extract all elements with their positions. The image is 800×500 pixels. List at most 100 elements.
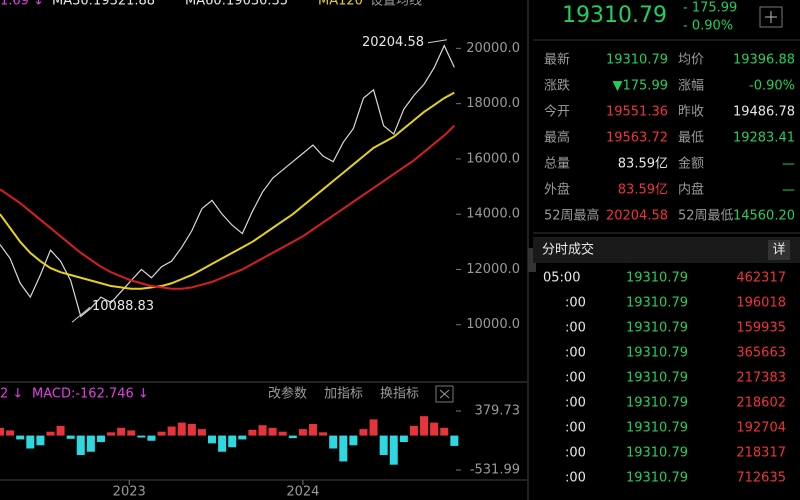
macd-bar [16, 435, 25, 440]
legend-item: MA30:19321.88 [52, 0, 155, 9]
trade-time: :00 [565, 446, 586, 461]
button[interactable]: 加指标 [324, 387, 363, 402]
series-line [0, 91, 455, 290]
macd-bar [248, 429, 257, 436]
add-button[interactable] [759, 6, 783, 28]
quote-label: 52周最高 [544, 208, 600, 224]
macd-bar [288, 435, 297, 439]
quote-value: ▼175.99 [613, 79, 669, 94]
quote-label: 今开 [544, 104, 570, 120]
series-line [0, 44, 455, 318]
trades-header [533, 237, 800, 263]
quote-value: 20204.58 [606, 209, 668, 224]
macd-bar [430, 422, 439, 436]
trade-price: 19310.79 [626, 421, 688, 436]
trade-volume: 462317 [736, 271, 786, 286]
quote-value: 19310.79 [606, 53, 668, 68]
quote-value: 19396.88 [733, 53, 795, 68]
y-tick-label: 16000.0 [466, 151, 520, 166]
quote-label: 总量 [544, 157, 570, 172]
macd-bar [167, 426, 176, 436]
macd-prefix: 2 ↓ [0, 387, 23, 402]
button[interactable]: 换指标 [380, 387, 419, 402]
x-tick-label: 2024 [286, 485, 319, 500]
trade-volume: 218317 [736, 446, 786, 461]
macd-bar [177, 422, 186, 436]
macd-bar [238, 435, 247, 440]
macd-bar [137, 435, 146, 438]
trade-volume: 365663 [736, 346, 786, 361]
quote-label: 金额 [678, 156, 704, 172]
macd-bar [187, 423, 196, 436]
macd-bar [278, 431, 287, 436]
trade-price: 19310.79 [626, 346, 688, 361]
macd-bar [319, 432, 328, 436]
quote-label: 涨跌 [544, 78, 570, 94]
quote-label: 最新 [544, 52, 570, 68]
annotation-arrow [71, 306, 91, 323]
macd-bar [359, 429, 368, 436]
trade-price: 19310.79 [626, 446, 688, 461]
macd-bar [399, 435, 408, 443]
macd-bar [440, 427, 449, 436]
trade-price: 19310.79 [626, 371, 688, 386]
y-tick-label: 20000.0 [466, 41, 520, 56]
macd-bar [268, 427, 277, 436]
quote-value: 83.59亿 [618, 183, 668, 198]
quote-label: 52周最低 [678, 209, 734, 224]
quote-value: 19283.41 [733, 131, 795, 146]
trade-time: :00 [565, 321, 586, 336]
button[interactable]: 改参数 [268, 386, 307, 402]
macd-bar [369, 419, 378, 436]
trades-title: 分时成交 [542, 242, 594, 258]
quote-label: 均价 [678, 53, 704, 68]
collapse-handle[interactable] [528, 248, 536, 272]
annotation: 10088.83 [92, 299, 154, 314]
quote-value: — [782, 157, 795, 172]
macd-bar [66, 435, 75, 439]
macd-bar [76, 435, 85, 455]
trade-volume: 196018 [736, 296, 786, 311]
macd-bar [208, 435, 217, 444]
trade-volume: 218602 [736, 396, 786, 411]
macd-title: MACD:-162.746 ↓ [32, 387, 149, 402]
macd-bar [420, 416, 429, 436]
macd-bar [197, 429, 206, 436]
trade-price: 19310.79 [626, 321, 688, 336]
macd-bar [36, 435, 45, 446]
quote-label: 最高 [544, 130, 570, 146]
series-line [0, 125, 456, 290]
quote-value: — [782, 183, 795, 198]
detail-button[interactable] [768, 240, 790, 260]
legend-item: 1.69 ↓ [0, 0, 44, 9]
last-price: 19310.79 [562, 3, 667, 28]
macd-bar [117, 427, 126, 436]
trade-time: :00 [565, 471, 586, 486]
quote-value: 19563.72 [606, 131, 668, 146]
quote-value: 19551.36 [606, 105, 668, 120]
trade-price: 19310.79 [626, 271, 688, 286]
y-tick-label: 12000.0 [466, 262, 520, 277]
macd-bar [409, 425, 418, 436]
x-tick-label: 2023 [113, 485, 146, 500]
close-button[interactable] [435, 385, 454, 403]
macd-bar [127, 430, 136, 436]
trade-price: 19310.79 [626, 396, 688, 411]
y-tick-label: 10000.0 [466, 317, 520, 332]
macd-bar [389, 435, 398, 465]
macd-bar [157, 431, 166, 436]
macd-bar [298, 429, 307, 436]
detail-label: 详 [772, 243, 785, 258]
close-icon [439, 389, 450, 399]
quote-value: 19486.78 [733, 105, 795, 120]
trade-time: :00 [565, 421, 586, 436]
trade-time: :00 [565, 396, 586, 411]
macd-bar [329, 435, 338, 449]
quote-value: 14560.20 [733, 209, 795, 224]
quote-label: 外盘 [544, 182, 570, 198]
legend-item: MA60:19030.35 [185, 0, 288, 9]
macd-bar [228, 435, 237, 448]
macd-bar [56, 425, 65, 436]
